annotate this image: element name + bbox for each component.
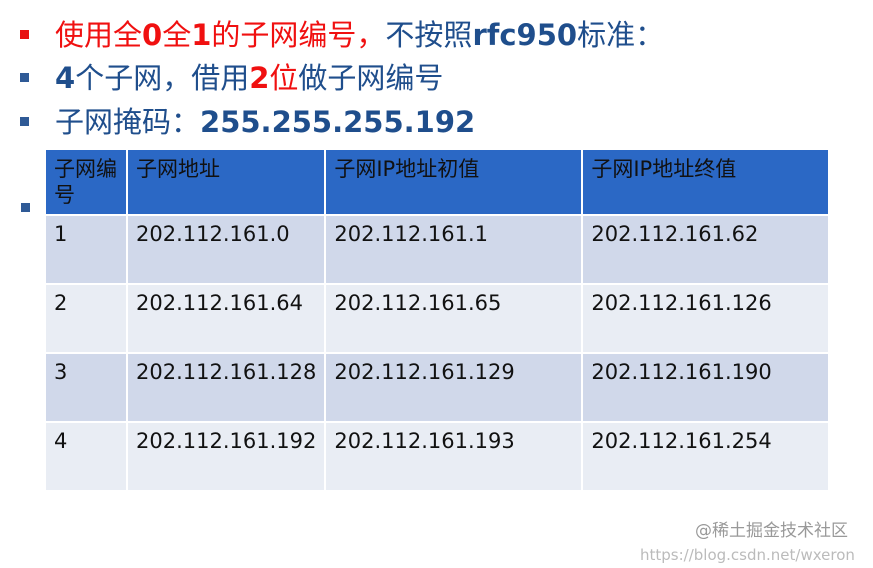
subnet-table: 子网编号 子网地址 子网IP地址初值 子网IP地址终值 1 202.112.161… xyxy=(44,148,830,492)
cell: 202.112.161.254 xyxy=(581,421,830,492)
text: 4 xyxy=(55,61,76,95)
header-cell: 子网IP地址初值 xyxy=(324,148,584,216)
text: 255.255.255.192 xyxy=(200,105,476,139)
cell: 202.112.161.62 xyxy=(581,214,830,285)
cell: 4 xyxy=(44,421,128,492)
table-row: 1 202.112.161.0 202.112.161.1 202.112.161.6… xyxy=(44,214,830,285)
text: 个子网，借用 xyxy=(75,61,250,95)
text: 子网掩码： xyxy=(55,105,201,139)
table-row: 3 202.112.161.128 202.112.161.129 202.112.1… xyxy=(44,352,830,423)
text: 标准： xyxy=(577,18,665,52)
text: 位 xyxy=(269,61,299,95)
cell: 202.112.161.190 xyxy=(581,352,830,423)
text: 使用全 xyxy=(55,18,143,52)
header-cell: 子网地址 xyxy=(125,148,327,216)
bullet-icon xyxy=(20,29,29,39)
cell: 202.112.161.126 xyxy=(581,283,830,354)
header-cell: 子网IP地址终值 xyxy=(581,148,830,216)
table-row: 4 202.112.161.192 202.112.161.193 202.112.1… xyxy=(44,421,830,492)
cell: 2 xyxy=(44,283,128,354)
table-header: 子网编号 子网地址 子网IP地址初值 子网IP地址终值 xyxy=(44,148,830,216)
text: 的子网编号， xyxy=(211,18,386,52)
table-row: 2 202.112.161.64 202.112.161.65 202.112.161… xyxy=(44,283,830,354)
text: 全 xyxy=(162,18,192,52)
bullet-line-2: 4个子网，借用2位做子网编号 xyxy=(20,60,443,96)
text: 1 xyxy=(191,18,212,52)
cell: 1 xyxy=(44,214,128,285)
cell: 202.112.161.192 xyxy=(125,421,327,492)
cell: 202.112.161.0 xyxy=(125,214,327,285)
text: 做子网编号 xyxy=(298,61,444,95)
text: 不按照 xyxy=(385,18,473,52)
bullet-icon xyxy=(20,116,29,126)
cell: 202.112.161.193 xyxy=(324,421,584,492)
header-cell: 子网编号 xyxy=(44,148,128,216)
bullet-line-3: 子网掩码：255.255.255.192 xyxy=(20,104,475,140)
bullet-icon xyxy=(20,72,29,82)
cell: 202.112.161.65 xyxy=(324,283,584,354)
text: 0 xyxy=(142,18,163,52)
watermark: @稀土掘金技术社区 xyxy=(695,521,848,541)
text: rfc950 xyxy=(472,18,578,52)
cell: 202.112.161.1 xyxy=(324,214,584,285)
cell: 3 xyxy=(44,352,128,423)
bullet-icon xyxy=(21,203,30,212)
cell: 202.112.161.128 xyxy=(125,352,327,423)
bullet-line-1: 使用全0全1的子网编号，不按照rfc950标准： xyxy=(20,17,664,53)
watermark-url: https://blog.csdn.net/wxeron xyxy=(640,546,855,564)
text: 2 xyxy=(249,61,270,95)
cell: 202.112.161.129 xyxy=(324,352,584,423)
cell: 202.112.161.64 xyxy=(125,283,327,354)
